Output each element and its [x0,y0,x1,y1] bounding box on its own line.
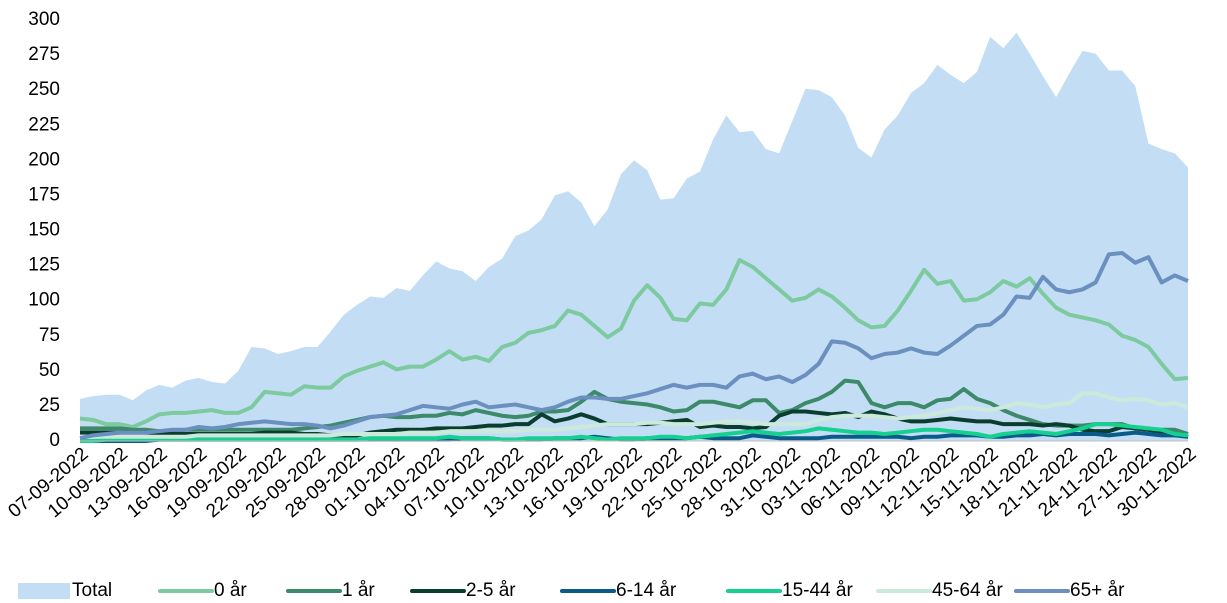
legend-label: 6-14 år [616,580,677,601]
line [80,391,1189,439]
y-tick-label: 200 [28,149,60,170]
y-tick-label: 150 [28,220,60,241]
y-tick-label: 275 [28,44,60,65]
y-tick-label: 225 [28,114,60,135]
legend-label: 65+ år [1070,580,1125,601]
y-tick-label: 0 [49,430,60,451]
legend-label: 45-64 år [932,580,1003,601]
y-tick-label: 300 [28,9,60,30]
y-tick-label: 50 [39,360,60,381]
legend-label: 0 år [214,580,247,601]
legend-label: 15-44 år [782,580,853,601]
legend-label: 2-5 år [466,580,516,601]
y-tick-label: 25 [39,395,60,416]
legend-label: 1 år [342,580,375,601]
y-tick-label: 125 [28,255,60,276]
line [79,250,1189,441]
y-tick-label: 175 [28,184,60,205]
y-tick-label: 75 [39,325,60,346]
line [79,257,1189,429]
area [80,32,1188,441]
y-tick-label: 250 [28,79,60,100]
line [80,378,1189,436]
y-tick-label: 100 [28,290,60,311]
line [80,422,1189,443]
legend-label: Total [72,580,112,601]
legend-swatch [18,583,70,599]
